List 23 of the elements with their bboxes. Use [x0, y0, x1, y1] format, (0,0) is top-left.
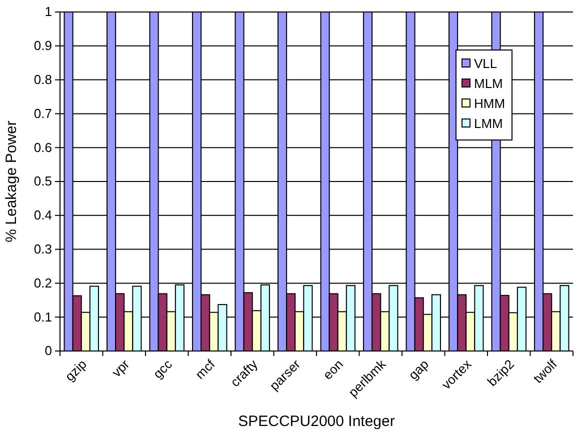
y-tick-label: 1: [44, 4, 52, 20]
x-tick-label: gzip: [62, 356, 90, 384]
y-tick-label: 0: [44, 343, 52, 358]
y-tick-label: 0.5: [34, 174, 52, 189]
x-tick-label: gap: [406, 356, 432, 382]
y-tick-label: 0.3: [34, 241, 52, 256]
x-tick-label: vpr: [108, 356, 133, 380]
legend-label: MLM: [474, 76, 503, 91]
legend-label: LMM: [474, 116, 503, 131]
y-tick-label: 0.1: [34, 309, 52, 324]
y-tick-label: 0.8: [34, 72, 52, 87]
y-tick-label: 0.4: [34, 208, 52, 223]
y-tick-label: 0.7: [34, 106, 52, 121]
legend-label: VLL: [474, 56, 498, 71]
legend-label: HMM: [474, 96, 506, 111]
y-axis-title: % Leakage Power: [3, 120, 20, 242]
y-tick-label: 0.9: [34, 38, 52, 54]
x-axis-title: SPECCPU2000 Integer: [238, 413, 395, 430]
x-tick-label: gcc: [150, 356, 176, 382]
x-tick-label: eon: [320, 356, 346, 382]
y-tick-label: 0.2: [34, 275, 52, 290]
x-tick-label: mcf: [192, 356, 218, 382]
y-tick-label: 0.6: [34, 140, 52, 155]
